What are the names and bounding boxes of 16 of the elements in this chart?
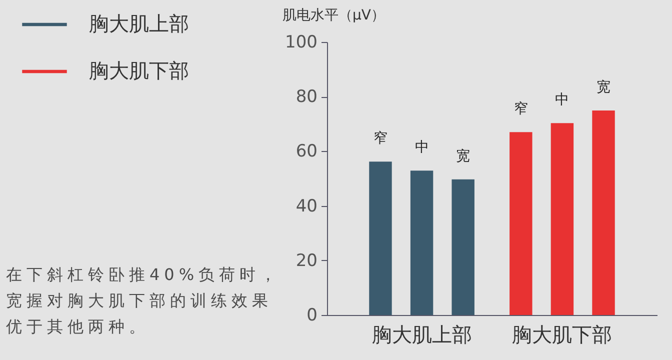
series-label: 窄 [373, 130, 388, 147]
y-tick-label: 0 [306, 306, 318, 326]
text: 窄 [514, 101, 528, 118]
y-axis-title: 肌电水平（μV） [282, 8, 385, 24]
text: 宽 [596, 80, 611, 96]
series-label: 中 [414, 140, 429, 156]
y-tick-label: 100 [285, 32, 318, 52]
series-label: 宽 [456, 148, 470, 164]
y-tick-label: 20 [296, 250, 318, 271]
y-tick-label: 60 [296, 142, 318, 162]
y-tick-label: 40 [296, 196, 318, 216]
y-tick-label: 80 [296, 87, 318, 108]
category-label: 胸大肌下部 [89, 58, 189, 82]
category-label: 胸大肌上部 [89, 12, 189, 36]
text: 中 [555, 92, 570, 108]
text: 在下斜杠铃卧推40%负荷时，宽握对胸大肌下部的训练效果优于其他两种。 [6, 264, 282, 338]
